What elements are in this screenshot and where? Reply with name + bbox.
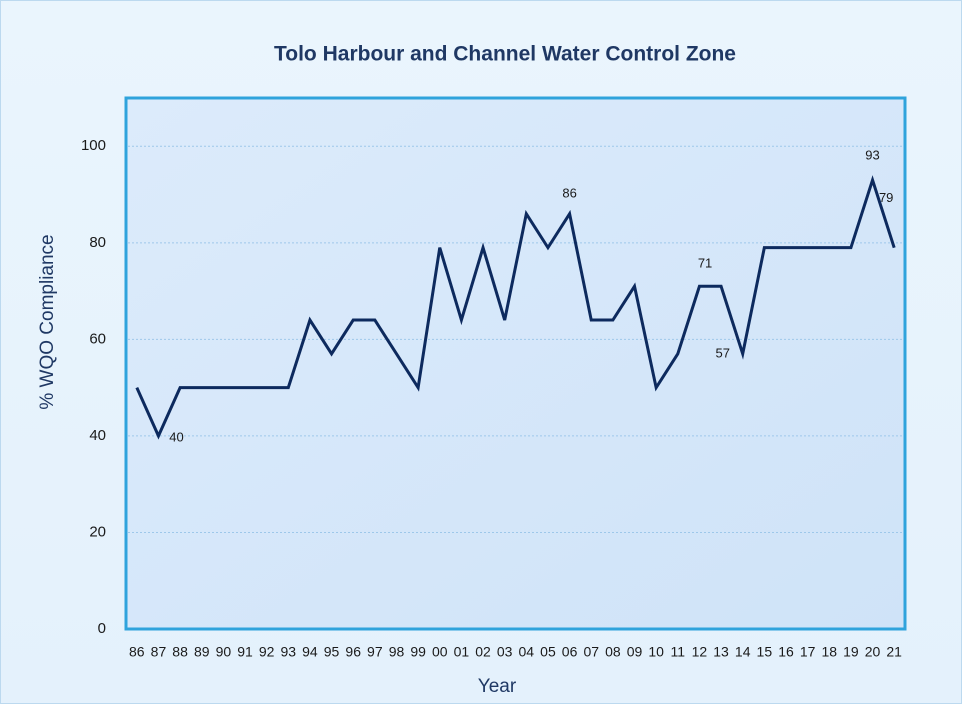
data-label: 40 (169, 429, 183, 444)
data-label: 57 (715, 345, 729, 360)
x-axis-label: Year (478, 676, 517, 697)
y-tick-label: 80 (89, 234, 106, 251)
x-tick-label: 00 (432, 644, 448, 660)
x-tick-label: 05 (540, 644, 556, 660)
data-label: 79 (879, 190, 893, 205)
plot-area (124, 96, 907, 631)
x-tick-label: 95 (324, 644, 340, 660)
data-label: 93 (865, 148, 879, 163)
x-tick-label: 07 (583, 644, 599, 660)
x-tick-label: 87 (151, 644, 167, 660)
x-tick-label: 08 (605, 644, 621, 660)
x-tick-label: 93 (281, 644, 297, 660)
y-tick-label: 60 (89, 330, 106, 347)
chart-title: Tolo Harbour and Channel Water Control Z… (274, 43, 736, 66)
x-tick-label: 86 (129, 644, 145, 660)
x-tick-label: 92 (259, 644, 275, 660)
x-tick-label: 97 (367, 644, 383, 660)
x-tick-label: 96 (345, 644, 361, 660)
x-tick-label: 90 (216, 644, 232, 660)
x-tick-label: 14 (735, 644, 751, 660)
x-tick-label: 98 (389, 644, 405, 660)
y-axis-label: % WQO Compliance (37, 234, 58, 409)
x-tick-label: 20 (865, 644, 881, 660)
data-label: 86 (562, 185, 576, 200)
data-label: 71 (698, 256, 712, 271)
x-tick-label: 15 (757, 644, 773, 660)
x-tick-label: 18 (821, 644, 837, 660)
x-tick-label: 99 (410, 644, 426, 660)
x-tick-label: 06 (562, 644, 578, 660)
y-tick-label: 40 (89, 427, 106, 444)
x-tick-label: 10 (648, 644, 664, 660)
x-tick-label: 09 (627, 644, 643, 660)
x-tick-label: 11 (671, 644, 686, 660)
x-tick-label: 13 (713, 644, 729, 660)
x-tick-label: 12 (692, 644, 708, 660)
x-tick-label: 89 (194, 644, 210, 660)
x-tick-label: 03 (497, 644, 513, 660)
x-tick-label: 02 (475, 644, 491, 660)
y-tick-label: 0 (98, 620, 106, 637)
x-tick-label: 21 (886, 644, 902, 660)
y-tick-label: 20 (89, 523, 106, 540)
y-tick-label: 100 (81, 137, 106, 154)
data-line (135, 175, 896, 440)
x-tick-label: 16 (778, 644, 794, 660)
x-tick-label: 17 (800, 644, 816, 660)
x-tick-label: 94 (302, 644, 318, 660)
x-tick-label: 88 (172, 644, 188, 660)
x-tick-label: 01 (454, 644, 470, 660)
x-tick-label: 04 (519, 644, 535, 660)
x-tick-label: 19 (843, 644, 859, 660)
x-tick-label: 91 (237, 644, 253, 660)
